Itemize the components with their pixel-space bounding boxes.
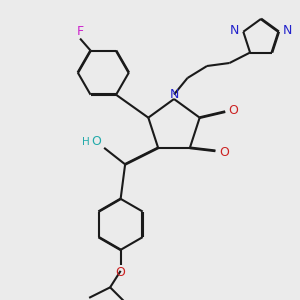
- Text: O: O: [219, 146, 229, 159]
- Text: N: N: [282, 24, 292, 37]
- Text: O: O: [229, 104, 238, 117]
- Text: H: H: [82, 137, 89, 147]
- Text: F: F: [76, 25, 84, 38]
- Text: O: O: [91, 135, 101, 148]
- Text: N: N: [230, 24, 240, 37]
- Text: N: N: [169, 88, 179, 101]
- Text: O: O: [116, 266, 126, 279]
